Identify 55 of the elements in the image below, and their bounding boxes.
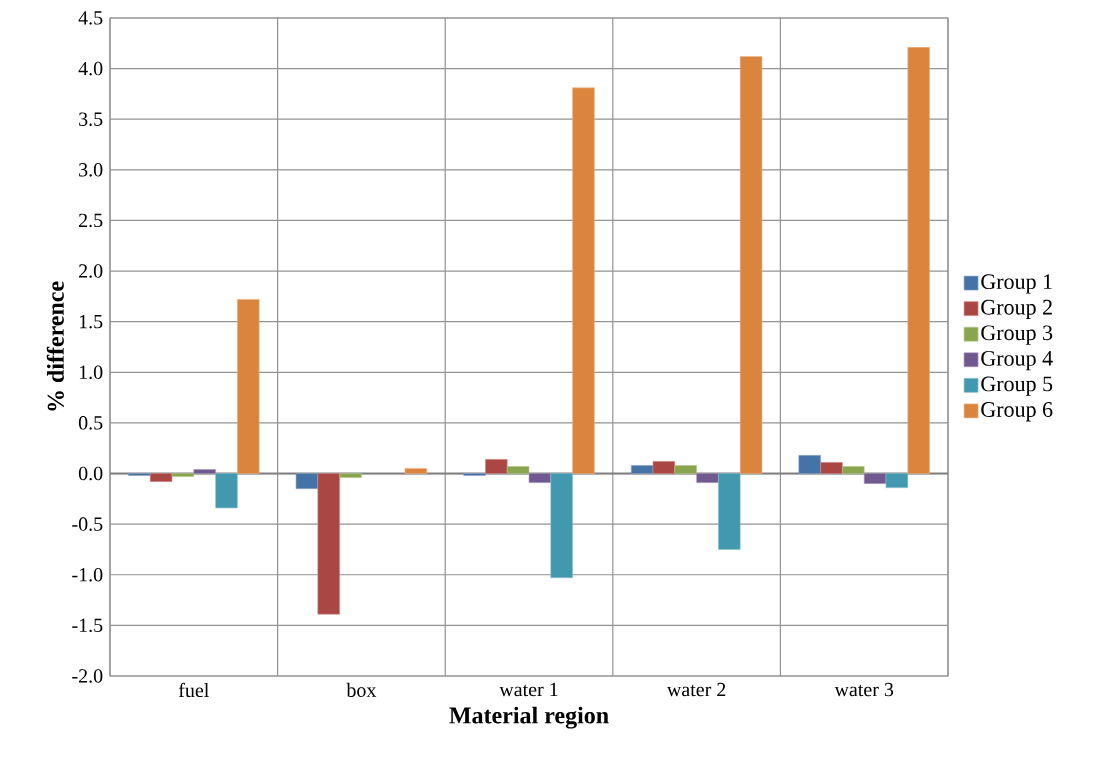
y-tick-label: 1.0 <box>79 365 103 380</box>
y-tick-label: 0.5 <box>78 416 103 430</box>
bar <box>739 56 763 474</box>
y-tick-label: 0.0 <box>78 466 103 481</box>
y-tick-label: -1.5 <box>72 618 103 633</box>
bar <box>907 47 930 474</box>
bar <box>550 473 573 579</box>
y-tick-label: 4.0 <box>78 61 103 76</box>
bar <box>339 473 362 478</box>
bar <box>718 473 741 550</box>
y-tick-label: -1.0 <box>72 567 103 582</box>
legend-label: Group 3 <box>981 325 1053 345</box>
x-tick-label: fuel <box>178 682 209 698</box>
y-tick-label: 1.5 <box>79 314 103 329</box>
bar <box>630 465 654 474</box>
bar <box>295 473 319 490</box>
bar <box>674 465 697 474</box>
bar <box>842 466 865 474</box>
x-tick-label: water 3 <box>834 682 894 697</box>
bar <box>128 473 151 476</box>
bar <box>317 473 340 615</box>
legend-label: Group 2 <box>981 299 1052 320</box>
y-tick-label: 4.5 <box>78 11 103 25</box>
x-axis-title: Material region <box>449 706 609 729</box>
bar <box>820 462 843 474</box>
bar <box>485 459 508 474</box>
bar <box>863 473 887 484</box>
bar <box>171 473 195 477</box>
legend-label: Group 5 <box>981 376 1053 396</box>
bar <box>149 473 173 482</box>
y-tick-label: 2.0 <box>79 264 103 278</box>
x-tick-label: box <box>346 682 377 697</box>
y-tick-label: -0.5 <box>72 517 103 531</box>
bar <box>215 473 238 509</box>
bar <box>652 461 676 474</box>
y-tick-label: 2.5 <box>79 213 103 228</box>
bar <box>463 473 486 476</box>
bar <box>528 473 552 483</box>
bar <box>798 455 821 474</box>
bar <box>193 469 216 474</box>
x-tick-label: water 2 <box>666 682 726 697</box>
y-tick-label: 3.0 <box>79 163 103 177</box>
x-tick-label: water 1 <box>499 682 558 697</box>
legend-label: Group 1 <box>981 274 1052 294</box>
bar <box>506 466 530 474</box>
y-axis-title: % difference <box>46 281 64 411</box>
legend-label: Group 6 <box>981 402 1053 422</box>
y-tick-label: 3.5 <box>79 112 103 126</box>
y-tick-label: -2.0 <box>72 669 103 683</box>
bar <box>237 299 260 474</box>
bar <box>404 468 428 474</box>
bar <box>885 473 909 488</box>
bar <box>572 87 595 474</box>
legend-label: Group 4 <box>981 350 1053 371</box>
bar <box>696 473 719 483</box>
